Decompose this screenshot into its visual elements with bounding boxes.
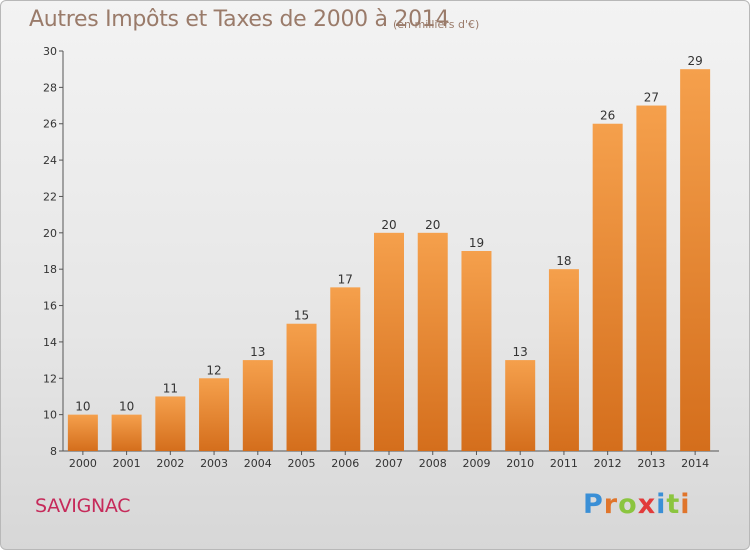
bar — [548, 269, 579, 451]
y-tick-label: 12 — [43, 372, 57, 385]
x-tick-label: 2000 — [69, 457, 97, 470]
bar — [374, 232, 404, 451]
data-label: 27 — [644, 91, 659, 105]
bar — [67, 414, 98, 451]
x-tick-label: 2010 — [506, 457, 534, 470]
data-label: 10 — [119, 400, 134, 414]
bar — [111, 414, 142, 451]
x-tick-label: 2008 — [419, 457, 447, 470]
logo-letter: i — [680, 489, 691, 520]
x-tick-label: 2014 — [681, 457, 709, 470]
bar — [155, 396, 186, 451]
bar — [330, 287, 361, 451]
chart-subtitle: (en milliers d'€) — [393, 18, 480, 31]
data-label: 10 — [75, 400, 90, 414]
y-tick-label: 24 — [43, 154, 57, 167]
y-tick-label: 20 — [43, 227, 57, 240]
logo-letter: r — [603, 489, 619, 520]
data-label: 15 — [294, 309, 309, 323]
proxiti-logo: Proxiti — [583, 489, 691, 520]
x-tick-label: 2006 — [331, 457, 359, 470]
bar — [461, 251, 492, 451]
x-tick-label: 2005 — [288, 457, 316, 470]
x-tick-label: 2002 — [156, 457, 184, 470]
bar — [592, 123, 623, 452]
bar — [636, 105, 667, 451]
data-label: 13 — [250, 345, 265, 359]
location-name: SAVIGNAC — [35, 495, 131, 517]
data-label: 20 — [425, 218, 440, 232]
data-label: 26 — [600, 109, 615, 123]
logo-letter: t — [666, 489, 681, 520]
data-label: 12 — [206, 363, 221, 377]
logo-letter: x — [637, 489, 657, 520]
bars — [67, 69, 711, 452]
y-tick-label: 30 — [43, 45, 57, 58]
data-label: 19 — [469, 236, 484, 250]
logo-letter: o — [618, 489, 638, 520]
x-tick-label: 2004 — [244, 457, 272, 470]
y-tick-label: 16 — [43, 300, 57, 313]
y-tick-label: 22 — [43, 190, 57, 203]
x-tick-label: 2007 — [375, 457, 403, 470]
bar — [242, 360, 273, 451]
logo-letter: i — [656, 489, 667, 520]
y-tick-label: 18 — [43, 263, 57, 276]
data-label: 11 — [163, 381, 178, 395]
data-label: 17 — [338, 272, 353, 286]
data-label: 18 — [556, 254, 571, 268]
data-label: 29 — [687, 54, 702, 68]
data-label: 20 — [381, 218, 396, 232]
x-tick-label: 2001 — [113, 457, 141, 470]
x-tick-label: 2009 — [462, 457, 490, 470]
y-tick-label: 10 — [43, 409, 57, 422]
x-tick-label: 2011 — [550, 457, 578, 470]
bar — [199, 378, 230, 451]
y-tick-label: 26 — [43, 118, 57, 131]
chart-title: Autres Impôts et Taxes de 2000 à 2014 — [29, 7, 450, 32]
x-tick-label: 2003 — [200, 457, 228, 470]
x-tick-label: 2013 — [637, 457, 665, 470]
y-tick-label: 14 — [43, 336, 57, 349]
logo-letter: P — [583, 489, 604, 520]
y-tick-label: 8 — [50, 445, 57, 458]
bar — [680, 69, 711, 451]
y-tick-label: 28 — [43, 81, 57, 94]
x-tick-label: 2012 — [594, 457, 622, 470]
bar — [286, 323, 317, 451]
bar — [417, 232, 448, 451]
data-label: 13 — [513, 345, 528, 359]
bar — [505, 360, 536, 451]
labels: 2000 10 2001 10 2002 11 2003 12 2004 13 2005 15 2006… — [69, 54, 709, 470]
